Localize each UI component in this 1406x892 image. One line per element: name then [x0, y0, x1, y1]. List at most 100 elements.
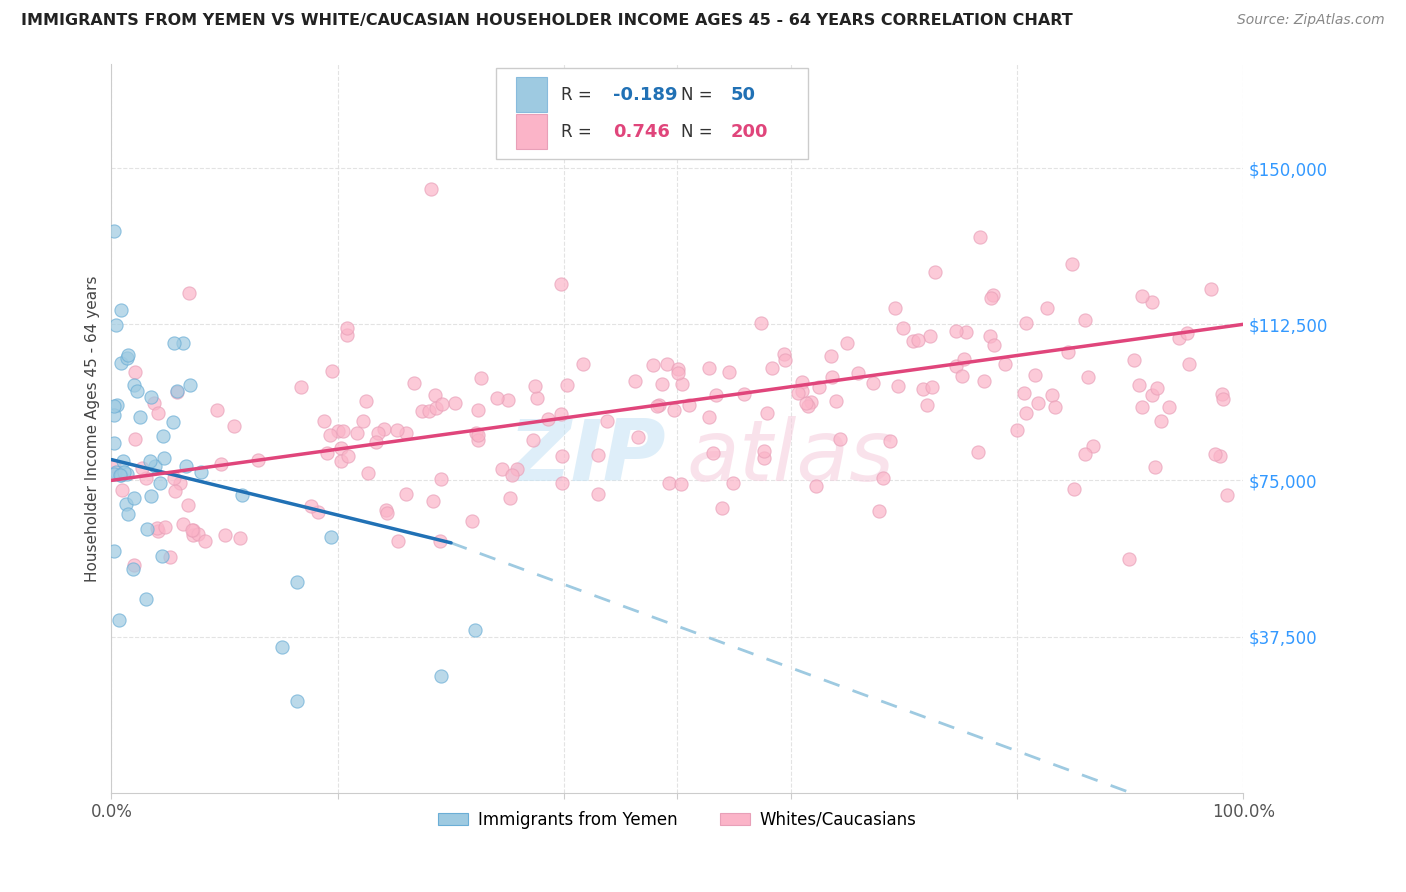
Point: [1178, 357, 1201, 371]
Point: [387, 533, 409, 548]
Point: [430, 397, 453, 411]
Point: [246, 453, 269, 467]
Point: [139, 390, 162, 404]
Point: [1026, 396, 1049, 410]
Point: [790, 384, 813, 398]
Point: [808, 380, 831, 394]
Point: [1122, 352, 1144, 367]
Text: R =: R =: [561, 86, 598, 103]
Point: [491, 462, 513, 476]
Point: [385, 423, 408, 437]
Point: [671, 376, 693, 391]
Point: [1063, 482, 1085, 496]
Point: [152, 428, 174, 442]
Point: [103, 459, 125, 474]
Point: [955, 326, 977, 340]
Point: [1077, 369, 1099, 384]
Point: [1130, 401, 1153, 415]
Point: [142, 396, 165, 410]
Point: [290, 380, 312, 394]
Point: [920, 329, 942, 343]
Legend: Immigrants from Yemen, Whites/Caucasians: Immigrants from Yemen, Whites/Caucasians: [432, 804, 924, 835]
Point: [194, 533, 217, 548]
Point: [103, 435, 125, 450]
Point: [174, 459, 197, 474]
Point: [366, 435, 388, 450]
Point: [891, 321, 914, 335]
Point: [143, 458, 166, 473]
Point: [467, 433, 489, 447]
Point: [586, 487, 609, 501]
Point: [110, 467, 132, 482]
Point: [125, 384, 148, 398]
Point: [641, 358, 664, 372]
Point: [572, 357, 595, 371]
Point: [596, 414, 619, 428]
Point: [177, 498, 200, 512]
Point: [319, 529, 342, 543]
Point: [983, 337, 1005, 351]
Point: [165, 484, 187, 499]
Point: [166, 384, 188, 399]
Text: Source: ZipAtlas.com: Source: ZipAtlas.com: [1237, 13, 1385, 28]
Point: [1201, 283, 1223, 297]
Point: [825, 394, 848, 409]
Point: [139, 489, 162, 503]
Point: [430, 472, 453, 486]
Point: [470, 371, 492, 385]
Point: [1045, 400, 1067, 414]
Point: [657, 357, 679, 371]
Point: [336, 450, 359, 464]
Point: [756, 406, 779, 420]
Point: [886, 378, 908, 392]
Point: [787, 386, 810, 401]
Point: [1015, 316, 1038, 330]
Point: [721, 475, 744, 490]
Point: [1036, 301, 1059, 315]
Point: [1074, 447, 1097, 461]
Point: [983, 288, 1005, 302]
Point: [187, 527, 209, 541]
Point: [967, 445, 990, 459]
Text: 0.746: 0.746: [613, 123, 669, 141]
Point: [973, 374, 995, 388]
Point: [321, 364, 343, 378]
Point: [115, 497, 138, 511]
Point: [430, 669, 453, 683]
Point: [555, 378, 578, 392]
Point: [103, 399, 125, 413]
Point: [797, 399, 820, 413]
Point: [135, 471, 157, 485]
Point: [651, 376, 673, 391]
Point: [1140, 388, 1163, 402]
Point: [924, 265, 946, 279]
Point: [526, 391, 548, 405]
Point: [551, 475, 574, 490]
Point: [299, 499, 322, 513]
Point: [945, 359, 967, 373]
Point: [150, 549, 173, 564]
Point: [1212, 392, 1234, 407]
Point: [773, 352, 796, 367]
Point: [419, 182, 441, 196]
Point: [181, 523, 204, 537]
Point: [837, 335, 859, 350]
Point: [356, 393, 378, 408]
Point: [820, 349, 842, 363]
Point: [146, 521, 169, 535]
Point: [697, 360, 720, 375]
Point: [1211, 387, 1233, 401]
Text: R =: R =: [561, 123, 598, 141]
Point: [794, 396, 817, 410]
Point: [718, 365, 741, 379]
Point: [222, 418, 245, 433]
Point: [828, 432, 851, 446]
Point: [367, 425, 389, 440]
Point: [862, 376, 884, 391]
Point: [752, 444, 775, 458]
Point: [108, 613, 131, 627]
Point: [316, 445, 339, 459]
Point: [586, 448, 609, 462]
Point: [112, 465, 135, 479]
Point: [537, 411, 560, 425]
